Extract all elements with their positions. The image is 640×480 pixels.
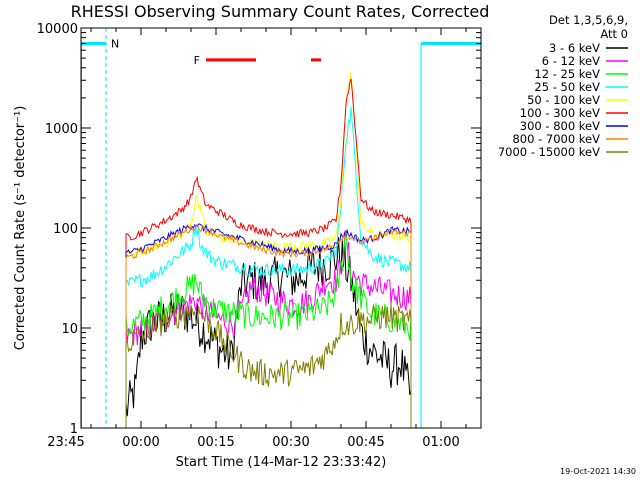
legend-label: 50 - 100 keV xyxy=(527,93,600,107)
series-line-3 xyxy=(125,232,412,428)
series-line-2 xyxy=(125,229,412,428)
flare-marker-f: F xyxy=(194,54,200,67)
y-axis-label: Corrected Count Rate (s⁻¹ detector⁻¹) xyxy=(13,106,28,351)
series-line-8 xyxy=(125,223,412,428)
x-axis: 23:45 00:00 00:15 00:30 00:45 01:00 xyxy=(47,28,467,450)
x-tick-label: 23:45 xyxy=(47,435,84,450)
series-line-1 xyxy=(125,237,412,428)
y-tick-label: 10 xyxy=(61,322,78,337)
legend-label: 12 - 25 keV xyxy=(534,67,600,81)
legend-label: 7000 - 15000 keV xyxy=(498,145,600,159)
saa-marker-n: N xyxy=(111,37,119,50)
chart-title: RHESSI Observing Summary Count Rates, Co… xyxy=(71,2,490,21)
y-tick-label: 1000 xyxy=(45,122,78,137)
x-tick-label: 00:15 xyxy=(197,435,234,450)
y-tick-label: 1 xyxy=(70,422,78,437)
x-tick-label: 00:30 xyxy=(272,435,309,450)
legend-label: 25 - 50 keV xyxy=(534,80,600,94)
timestamp: 19-Oct-2021 14:30 xyxy=(560,467,636,476)
legend-label: 6 - 12 keV xyxy=(542,54,600,68)
series-layer xyxy=(125,71,412,428)
x-tick-label: 01:00 xyxy=(422,435,459,450)
legend-label: 300 - 800 keV xyxy=(520,119,600,133)
legend-label: 3 - 6 keV xyxy=(549,41,600,55)
y-tick-label: 100 xyxy=(53,222,78,237)
legend-label: 800 - 7000 keV xyxy=(512,132,600,146)
legend-header-detectors: Det 1,3,5,6,9, xyxy=(549,13,628,27)
x-tick-label: 00:00 xyxy=(122,435,159,450)
y-tick-label: 10000 xyxy=(37,22,78,37)
series-line-6 xyxy=(125,78,412,428)
y-axis: 1 10 100 1000 10000 xyxy=(37,22,481,437)
x-axis-label: Start Time (14-Mar-12 23:33:42) xyxy=(176,455,387,470)
series-line-4 xyxy=(125,106,412,428)
legend-label: 100 - 300 keV xyxy=(520,106,600,120)
series-line-9 xyxy=(125,303,412,428)
series-line-7 xyxy=(125,223,412,428)
legend-header-attenuator: Att 0 xyxy=(600,27,628,41)
x-tick-label: 00:45 xyxy=(347,435,384,450)
